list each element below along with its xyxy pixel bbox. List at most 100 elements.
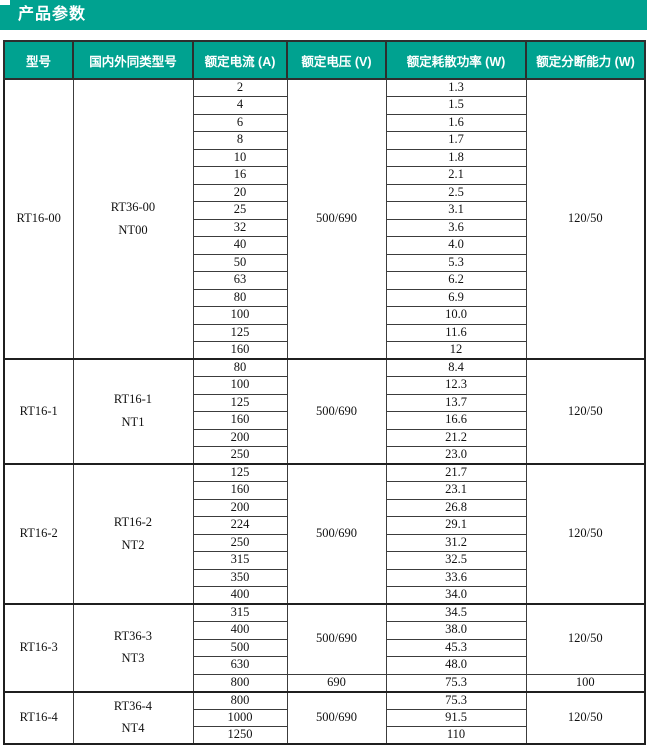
power-cell: 32.5 (385, 551, 527, 570)
current-cell: 100 (192, 306, 288, 325)
table-row: 25 3.1 (4, 201, 645, 220)
power-cell: 21.7 (385, 463, 527, 482)
table-row: 32 3.6 (4, 218, 645, 237)
model-cell: RT16-00 (3, 78, 74, 360)
current-cell: 25 (192, 201, 288, 220)
equivalent-line: NT1 (121, 415, 145, 429)
banner-corner-decoration (0, 0, 10, 5)
voltage-cell: 500/690 (286, 78, 387, 360)
table-row: 250 31.2 (4, 533, 645, 552)
power-cell: 4.0 (385, 236, 527, 255)
power-cell: 21.2 (385, 428, 527, 447)
voltage-cell: 500/690 (286, 690, 387, 745)
current-cell: 350 (192, 568, 288, 587)
power-cell: 75.3 (385, 673, 527, 692)
col-header-voltage: 额定电压 (V) (286, 40, 387, 80)
equivalent-cell: RT16-1 NT1 (72, 358, 194, 465)
current-cell: 4 (192, 96, 288, 115)
power-cell: 33.6 (385, 568, 527, 587)
table-row: 500 45.3 (4, 638, 645, 657)
voltage-cell: 500/690 (286, 603, 387, 675)
current-cell: 160 (192, 341, 288, 360)
model-cell: RT16-4 (3, 690, 74, 745)
voltage-cell: 500/690 (286, 463, 387, 605)
current-cell: 100 (192, 376, 288, 395)
equivalent-cell: RT36-3 NT3 (72, 603, 194, 692)
model-cell: RT16-3 (3, 603, 74, 692)
power-cell: 48.0 (385, 656, 527, 675)
table-row: RT16-00 RT36-00 NT00 2 500/690 1.3 120/50 (3, 78, 646, 360)
current-cell: 80 (192, 288, 288, 307)
page-title: 产品参数 (18, 6, 87, 23)
current-cell: 50 (192, 253, 288, 272)
current-cell: 200 (192, 498, 288, 517)
breaking-cell: 120/50 (525, 603, 646, 675)
equivalent-cell: RT36-00 NT00 (72, 78, 194, 360)
page-header-banner: 产品参数 (0, 0, 647, 30)
current-cell: 200 (192, 428, 288, 447)
table-row: 350 33.6 (4, 568, 645, 587)
equivalent-cell: RT16-2 NT2 (72, 463, 194, 605)
col-header-power: 额定耗散功率 (W) (385, 40, 527, 80)
breaking-cell: 120/50 (525, 358, 646, 465)
current-cell: 125 (192, 463, 288, 482)
power-cell: 5.3 (385, 253, 527, 272)
power-cell: 3.6 (385, 218, 527, 237)
power-cell: 1.5 (385, 96, 527, 115)
equivalent-line: RT16-2 (113, 514, 153, 529)
current-cell: 1250 (192, 726, 288, 745)
power-cell: 12 (385, 341, 527, 360)
voltage-cell: 500/690 (286, 358, 387, 465)
power-cell: 1.8 (385, 148, 527, 167)
table-row: 800 690 75.3 100 (4, 673, 646, 692)
power-cell: 29.1 (385, 516, 527, 535)
power-cell: 11.6 (385, 323, 527, 342)
product-parameters-table: 型号 国内外同类型号 额定电流 (A) 额定电压 (V) 额定耗散功率 (W) … (3, 40, 646, 745)
current-cell: 63 (192, 271, 288, 290)
equivalent-line: RT36-4 (113, 698, 153, 713)
table-row: 400 34.0 (4, 586, 645, 605)
current-cell: 20 (192, 183, 288, 202)
power-cell: 10.0 (385, 306, 527, 325)
equivalent-line: NT3 (121, 651, 145, 666)
power-cell: 16.6 (385, 411, 527, 430)
equivalent-line: RT36-3 (113, 628, 153, 643)
power-cell: 8.4 (385, 358, 527, 377)
equivalent-line: RT36-00 (110, 199, 156, 214)
power-cell: 3.1 (385, 201, 527, 220)
power-cell: 91.5 (385, 708, 527, 727)
table-row: 20 2.5 (4, 183, 645, 202)
current-cell: 400 (192, 621, 288, 640)
current-cell: 8 (192, 131, 288, 150)
power-cell: 1.3 (385, 78, 527, 97)
power-cell: 1.6 (385, 113, 527, 132)
power-cell: 34.0 (385, 586, 527, 605)
table-row: RT16-1 RT16-1 NT1 80 500/690 8.4 120/50 (3, 358, 646, 465)
col-header-equivalent: 国内外同类型号 (72, 40, 194, 80)
table-row: RT16-2 RT16-2 NT2 125 500/690 21.7 120/50 (3, 463, 646, 605)
model-cell: RT16-2 (3, 463, 74, 605)
current-cell: 10 (192, 148, 288, 167)
current-cell: 32 (192, 218, 288, 237)
table-row: 400 38.0 (4, 621, 645, 640)
power-cell: 12.3 (385, 376, 527, 395)
table-row: RT16-4 RT36-4 NT4 800 500/690 75.3 120/50 (3, 690, 646, 745)
table-row: 160 16.6 (4, 411, 645, 430)
table-row: 224 29.1 (4, 516, 645, 535)
power-cell: 13.7 (385, 393, 527, 412)
equivalent-line: RT16-1 (113, 392, 153, 407)
current-cell: 500 (192, 638, 288, 657)
table-row: RT16-3 RT36-3 NT3 315 500/690 34.5 120/50 (3, 603, 646, 692)
power-cell: 26.8 (385, 498, 527, 517)
power-cell: 2.1 (385, 166, 527, 185)
current-cell: 315 (192, 551, 288, 570)
table-row: 125 11.6 (4, 323, 645, 342)
power-cell: 34.5 (385, 603, 527, 622)
current-cell: 250 (192, 446, 288, 465)
current-cell: 315 (192, 603, 288, 622)
power-cell: 1.7 (385, 131, 527, 150)
power-cell: 75.3 (385, 690, 527, 710)
power-cell: 110 (385, 726, 527, 745)
equivalent-cell: RT36-4 NT4 (72, 690, 194, 745)
table-body: RT16-00 RT36-00 NT00 2 500/690 1.3 120/50 4 1.5 6… (3, 78, 646, 745)
